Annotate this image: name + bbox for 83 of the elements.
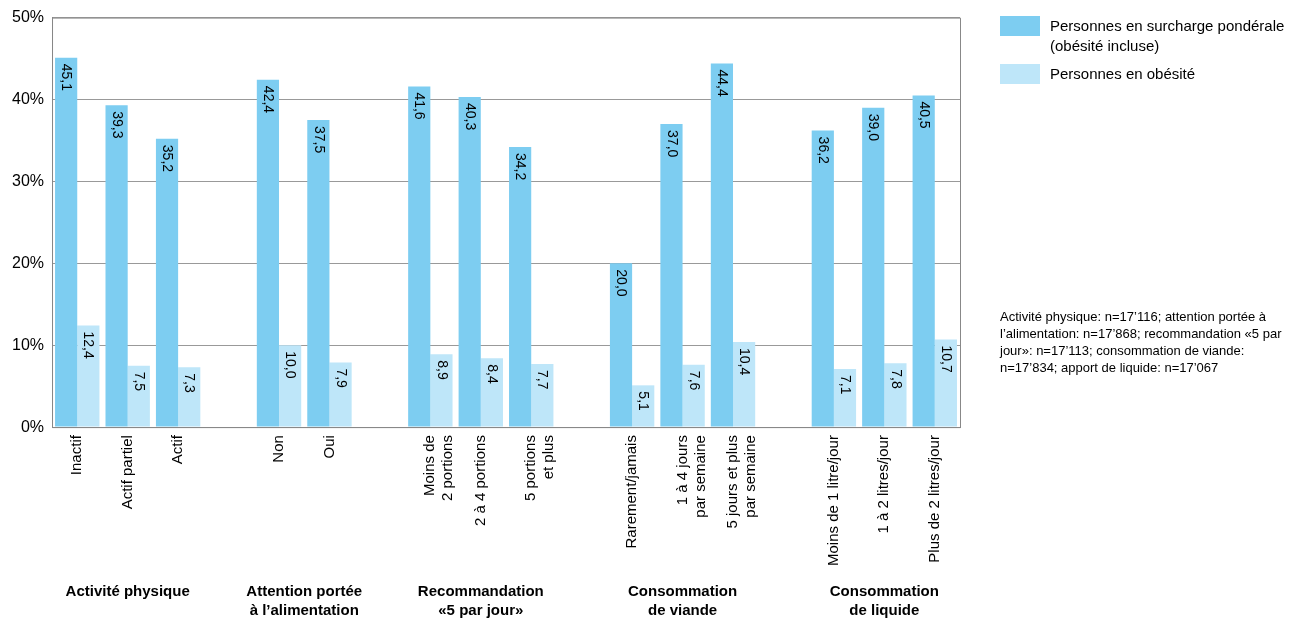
y-tick-label: 10%: [11, 335, 45, 353]
x-tick-label: Actif partiel: [117, 435, 135, 510]
data-label: 37,0: [664, 130, 681, 158]
y-tick-label: 0%: [20, 417, 45, 435]
bar: [55, 57, 78, 427]
bar: [710, 63, 734, 427]
data-label: 37,5: [311, 125, 328, 154]
bar: [833, 368, 857, 427]
x-tick-label: Oui: [319, 435, 337, 459]
data-label: 7,3: [182, 373, 199, 393]
bar: [480, 358, 503, 427]
text: Activité physique: [65, 581, 190, 599]
data-label: 41,6: [412, 92, 429, 120]
data-label: 39,3: [109, 111, 126, 139]
bar: [155, 138, 179, 427]
bar: [178, 367, 201, 427]
bar: [509, 147, 532, 427]
data-label: 12,4: [81, 331, 98, 360]
x-tick-label: Plus de 2 litres/jour: [924, 435, 942, 563]
data-label: 7,1: [838, 374, 855, 395]
bar: [632, 385, 655, 427]
data-label: 10,0: [283, 351, 300, 379]
legend-label: Personnes en obésité: [1050, 64, 1197, 84]
x-tick-label: Moins de 1 litre/jour: [824, 435, 842, 567]
x-tick-label: Non: [269, 435, 287, 463]
bar: [105, 105, 128, 427]
bar: [256, 79, 280, 427]
bar: [458, 97, 481, 427]
data-label: 44,4: [715, 69, 732, 97]
bar: [934, 339, 957, 427]
bar: [408, 86, 431, 427]
data-label: 5,1: [636, 391, 653, 412]
data-label: 7,8: [888, 369, 905, 389]
bar: [531, 364, 554, 427]
x-tick-label: Inactif: [67, 434, 85, 476]
data-label: 7,5: [131, 371, 148, 392]
x-tick-label: Moins de 2 portions: [420, 435, 456, 501]
y-tick-label: 40%: [11, 89, 45, 107]
bar: [682, 364, 705, 427]
bar: [127, 365, 150, 427]
x-tick-label: Actif: [168, 434, 186, 465]
bar: [329, 362, 352, 427]
bar: [884, 363, 907, 427]
y-tick-label: 50%: [11, 8, 45, 26]
data-label: 7,9: [333, 368, 350, 389]
bar: [609, 263, 633, 427]
data-label: 42,4: [261, 85, 278, 114]
data-label: 8,4: [485, 364, 502, 384]
bar: [862, 107, 885, 427]
data-label: 7,7: [535, 370, 552, 390]
bar: [811, 130, 834, 427]
data-label: 45,1: [59, 63, 76, 92]
text: Consommation de liquide: [829, 581, 939, 618]
data-label: 20,0: [614, 269, 631, 297]
bar: [660, 124, 683, 427]
data-label: 36,2: [815, 136, 832, 165]
y-tick-label: 20%: [11, 253, 45, 271]
legend-label: Personnes en surcharge pondérale (obésité incluse): [1050, 16, 1286, 56]
x-tick-label: Rarement/jamais: [622, 435, 640, 549]
x-tick-label: 5 portions et plus: [521, 435, 557, 501]
bar: [430, 354, 453, 427]
bar: [912, 95, 935, 427]
x-tick-label: 1 à 4 jours par semaine: [672, 435, 708, 518]
bar: [307, 119, 330, 427]
x-tick-label: 2 à 4 portions: [470, 435, 488, 527]
data-label: 39,0: [866, 113, 883, 142]
data-label: 10,7: [939, 345, 956, 373]
data-label: 35,2: [160, 144, 177, 173]
y-tick-label: 30%: [11, 171, 45, 189]
data-label: 40,3: [462, 103, 479, 131]
data-label: 10,4: [737, 347, 754, 376]
text: Recommandation «5 par jour»: [417, 581, 544, 618]
bar: [733, 341, 756, 427]
data-label: 8,9: [434, 360, 451, 380]
text: Activité physique: n=17’116; attention portée à l’alimentation: n=17’868; recommandation «5 par jour»: n=17’113; consommation de viande: n=17’834; apport de liquide: n=17’067: [1000, 308, 1283, 376]
text: Consommation de viande: [627, 581, 738, 618]
data-label: 7,6: [686, 370, 703, 391]
bar: [279, 345, 302, 427]
data-label: 34,2: [513, 153, 530, 181]
x-tick-label: 1 à 2 litres/jour: [874, 435, 892, 534]
data-label: 40,5: [916, 101, 933, 129]
bar: [77, 325, 100, 427]
text: Attention portée à l’alimentation: [246, 581, 363, 618]
